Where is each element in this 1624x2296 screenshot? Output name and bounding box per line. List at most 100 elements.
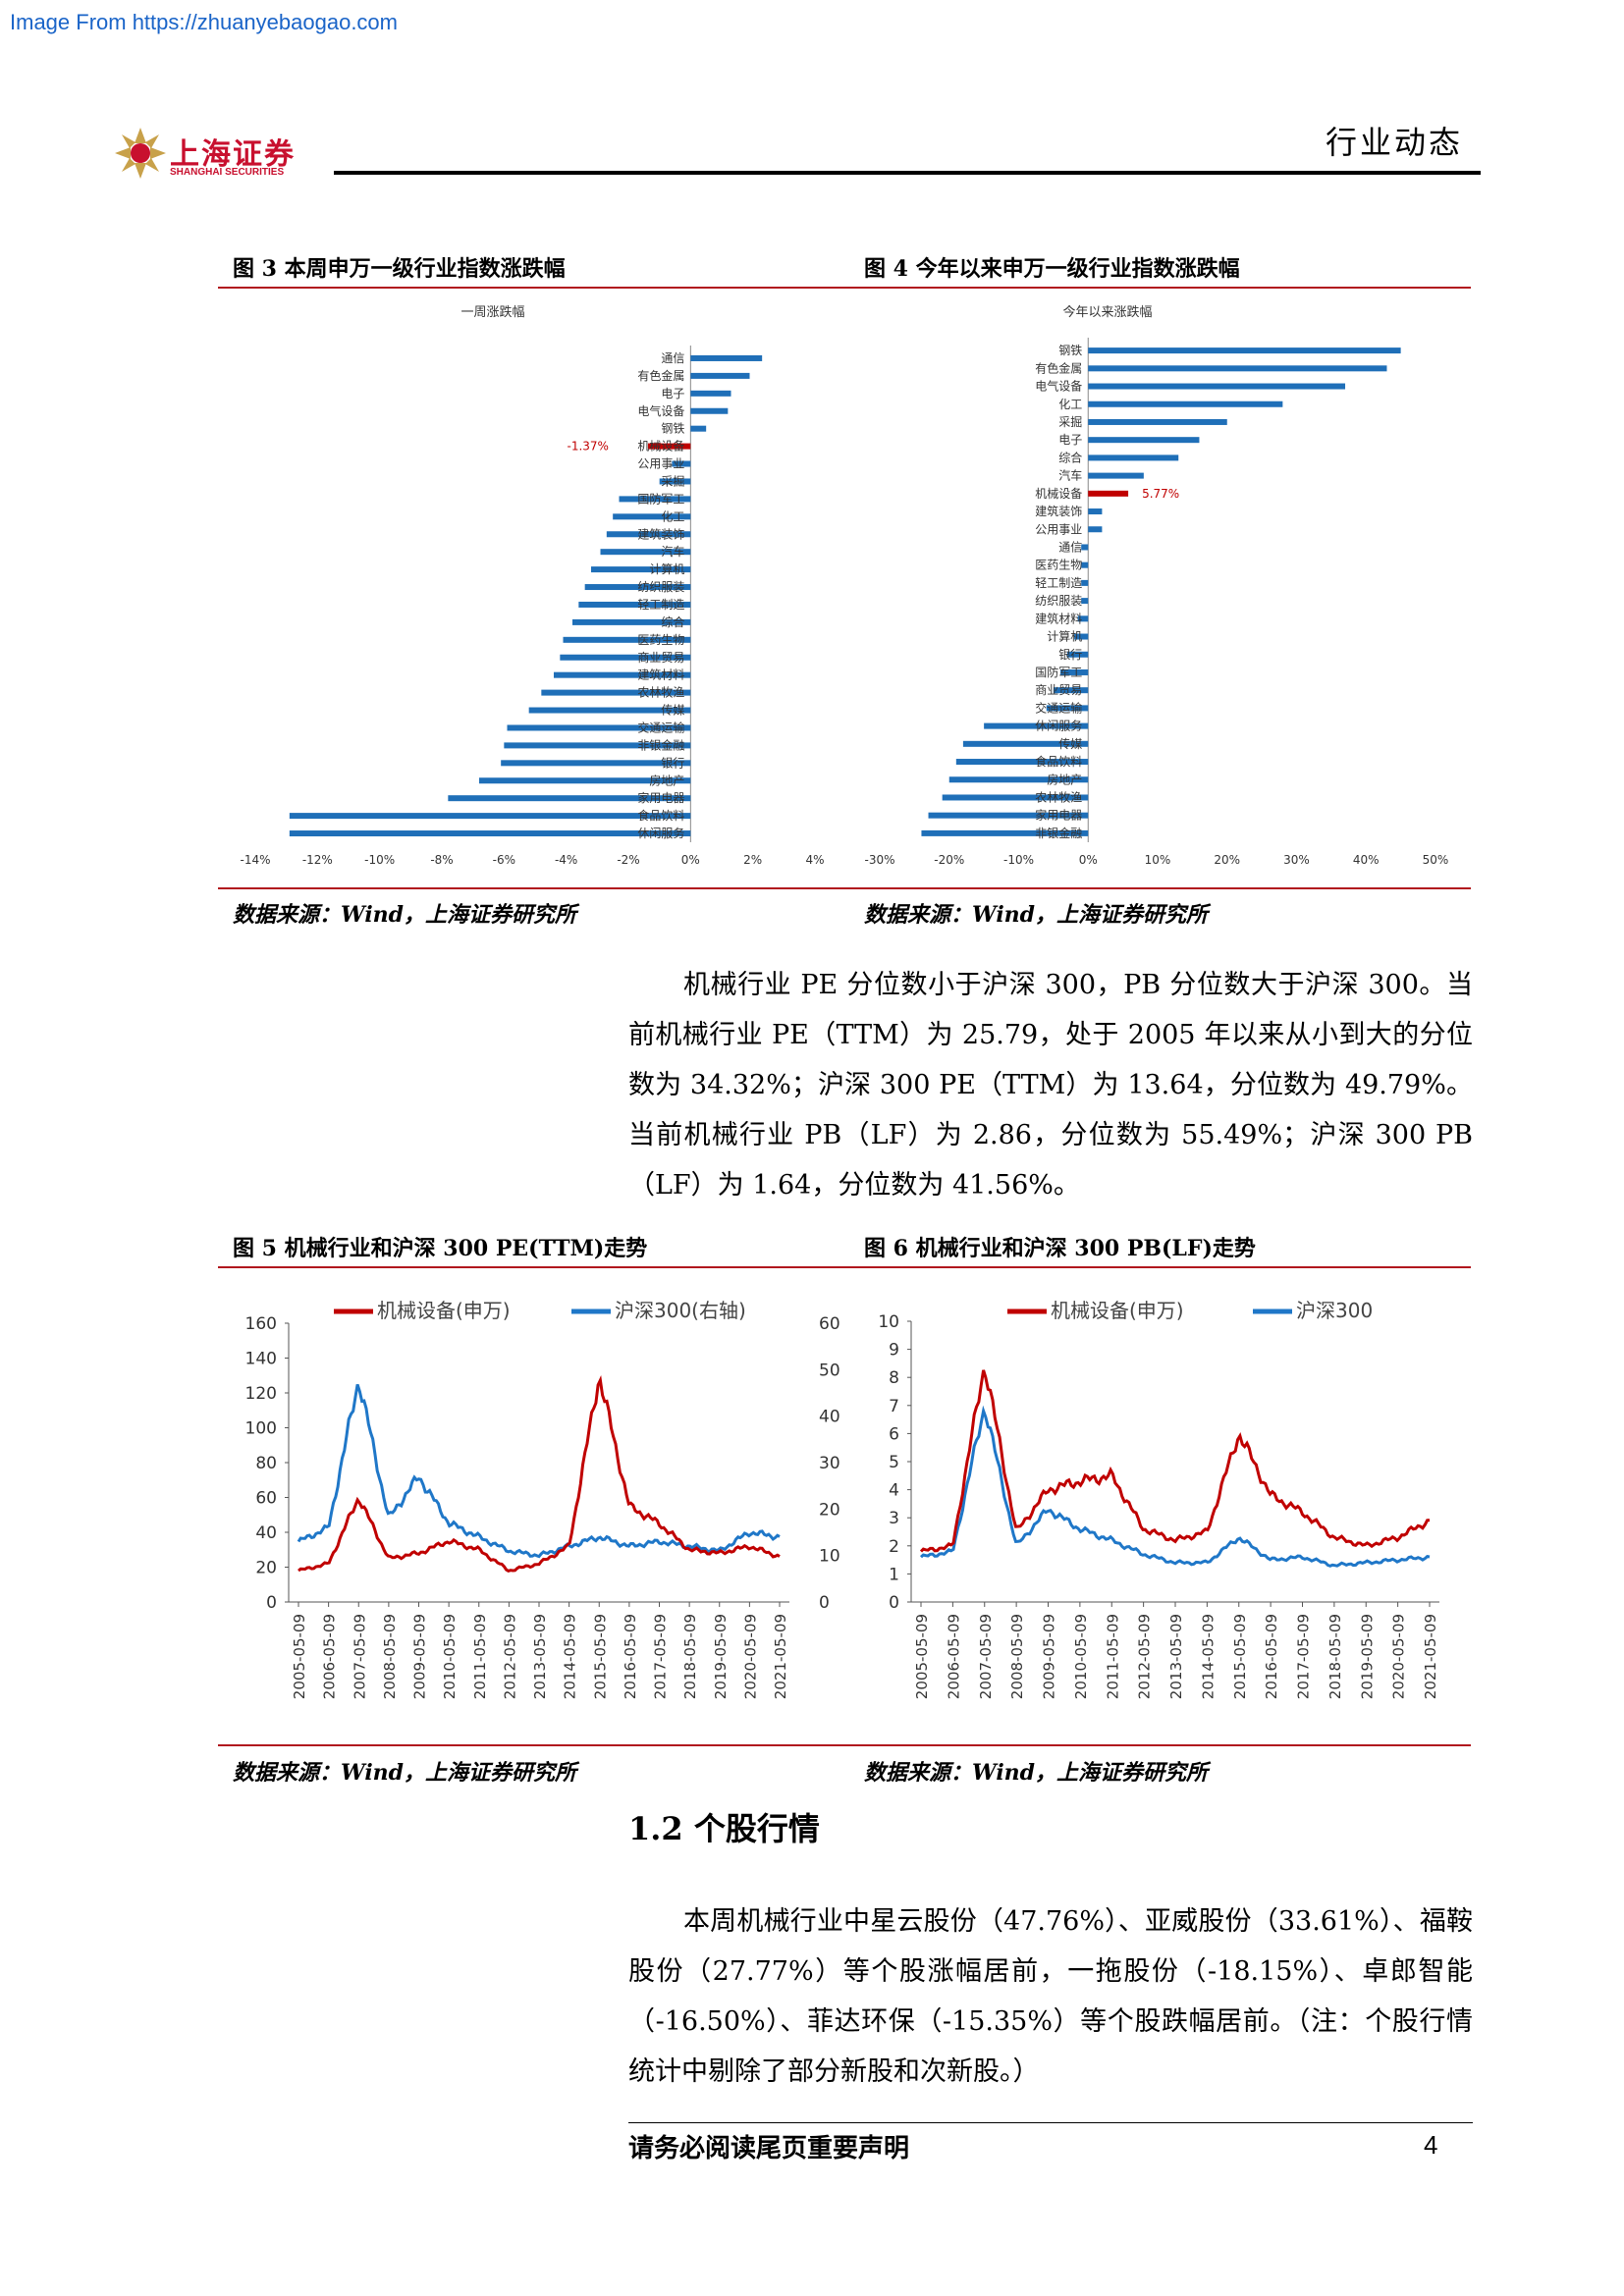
y-tick-label: 1	[889, 1565, 899, 1584]
fig-bottom-rule-2	[218, 1744, 1471, 1746]
category-label: 电气设备	[637, 403, 684, 418]
x-tick-label: 2005-05-09	[291, 1614, 308, 1699]
x-tick-label: -4%	[555, 853, 577, 867]
category-label: 家用电器	[1035, 808, 1082, 823]
category-label: 有色金属	[1035, 360, 1082, 375]
x-tick-label: 2017-05-09	[1295, 1614, 1313, 1699]
bar	[690, 354, 763, 361]
fig-bottom-rule	[218, 887, 1471, 889]
x-tick-label: 2012-05-09	[501, 1614, 518, 1699]
fig5-title: 图 5 机械行业和沪深 300 PE(TTM)走势	[233, 1236, 648, 1261]
bar	[962, 740, 1089, 747]
x-tick-label: 2014-05-09	[1199, 1614, 1217, 1699]
y-tick-label: 3	[889, 1509, 899, 1528]
x-tick-label: 4%	[805, 853, 824, 867]
x-tick-label: 2017-05-09	[652, 1614, 670, 1699]
paragraph-valuation: 机械行业 PE 分位数小于沪深 300，PB 分位数大于沪深 300。当前机械行…	[628, 970, 1473, 1201]
bar	[1088, 400, 1283, 407]
bar	[507, 724, 691, 731]
shanghai-securities-logo: 上海证券 SHANGHAI SECURITIES	[113, 126, 319, 185]
x-tick-label: 2011-05-09	[471, 1614, 489, 1699]
fig4-source: 数据来源：Wind，上海证券研究所	[864, 902, 1209, 928]
y2-tick-label: 60	[819, 1314, 840, 1334]
x-tick-label: 2005-05-09	[913, 1614, 931, 1699]
y2-tick-label: 20	[819, 1500, 840, 1520]
category-label: 医药生物	[1035, 559, 1082, 572]
category-label: 计算机	[1047, 629, 1082, 644]
fig3-title: 图 3 本周申万一级行业指数涨跌幅	[233, 256, 566, 282]
bar	[1088, 490, 1129, 497]
category-label: 传媒	[1058, 736, 1082, 751]
bar	[504, 742, 691, 749]
bar	[1074, 633, 1089, 640]
pb-trend-line-chart: 0 1 2 3 4 5 6 7 8 9 10 2005-05-09 2006-05-09 2007-05-…	[878, 1299, 1439, 1699]
category-label: 食品饮料	[1035, 754, 1082, 769]
bar	[984, 722, 1089, 729]
x-tick-label: -8%	[430, 853, 453, 867]
y2-tick-label: 30	[819, 1454, 840, 1473]
category-label: 休闲服务	[637, 826, 684, 840]
y-tick-label: 9	[889, 1341, 899, 1361]
bar	[1088, 508, 1103, 515]
x-tick-label: 2008-05-09	[1008, 1614, 1026, 1699]
y-tick-label: 0	[266, 1593, 277, 1613]
x-tick-label: 2008-05-09	[381, 1614, 399, 1699]
paragraph-stocks: 本周机械行业中星云股份（47.76%）、亚威股份（33.61%）、福鞍股份（27…	[628, 1906, 1473, 2087]
category-label: 通信	[1058, 540, 1082, 554]
bar	[955, 759, 1089, 766]
y-tick-label: 40	[255, 1523, 277, 1543]
series-line-hs300	[297, 1383, 781, 1559]
y-tick-label: 0	[889, 1593, 899, 1613]
x-tick-label: 2020-05-09	[1390, 1614, 1408, 1699]
category-label: 传媒	[661, 703, 684, 718]
bar	[448, 795, 691, 802]
bar	[690, 425, 707, 432]
bar	[1053, 687, 1089, 694]
legend-label: 沪深300	[1296, 1299, 1373, 1322]
fig3-source: 数据来源：Wind，上海证券研究所	[233, 902, 577, 928]
bar	[584, 584, 691, 591]
x-tick-label: -10%	[364, 853, 395, 867]
series-line-machinery	[919, 1369, 1431, 1553]
x-tick-label: 2021-05-09	[772, 1614, 789, 1699]
category-label: 国防军工	[1035, 665, 1082, 679]
bar	[1088, 437, 1200, 444]
category-label: 电气设备	[1035, 379, 1082, 394]
x-tick-label: 30%	[1283, 853, 1310, 867]
chart-title: 今年以来涨跌幅	[1062, 304, 1152, 320]
bar	[1081, 598, 1089, 605]
bar	[479, 777, 691, 784]
bar	[1088, 383, 1346, 390]
category-label: 公用事业	[637, 457, 684, 471]
x-tick-label: 2021-05-09	[1422, 1614, 1439, 1699]
bar	[1046, 705, 1089, 712]
category-label: 建筑装饰	[1035, 504, 1082, 518]
bar	[690, 372, 750, 379]
bar	[672, 460, 691, 467]
y2-tick-label: 40	[819, 1408, 840, 1427]
x-tick-label: -6%	[493, 853, 515, 867]
y-tick-label: 140	[245, 1350, 277, 1369]
x-tick-label: 0%	[1079, 853, 1098, 867]
x-tick-label: 2018-05-09	[681, 1614, 699, 1699]
bar	[1081, 579, 1089, 586]
bar	[1077, 615, 1089, 622]
category-label: 计算机	[649, 561, 684, 576]
category-label: 电子	[1058, 433, 1082, 447]
bar	[528, 707, 691, 714]
category-label: 纺织服装	[637, 580, 684, 594]
x-tick-label: 2019-05-09	[1358, 1614, 1376, 1699]
x-tick-label: 2011-05-09	[1104, 1614, 1121, 1699]
x-tick-label: 2009-05-09	[1041, 1614, 1058, 1699]
y-tick-label: 10	[878, 1312, 899, 1332]
footer-rule	[628, 2122, 1473, 2123]
logo-text-cn: 上海证券	[170, 137, 296, 172]
y-tick-label: 7	[889, 1397, 899, 1416]
bar	[560, 654, 691, 661]
category-label: 建筑材料	[1035, 611, 1082, 625]
category-label: 国防军工	[637, 491, 684, 506]
logo-emblem-icon	[115, 128, 166, 179]
bar	[606, 531, 691, 538]
x-tick-label: 2014-05-09	[562, 1614, 579, 1699]
bar	[554, 671, 691, 678]
